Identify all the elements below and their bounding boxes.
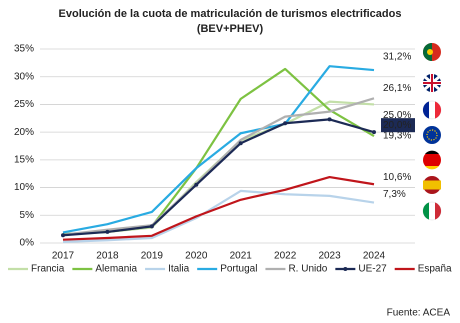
flag-italy — [422, 201, 442, 221]
legend-label: Alemania — [95, 264, 137, 275]
legend-label: España — [418, 264, 452, 275]
flag-spain — [423, 176, 441, 194]
x-tick-label: 2017 — [52, 251, 75, 262]
legend-label: Francia — [31, 264, 65, 275]
chart-subtitle: (BEV+PHEV) — [197, 23, 264, 35]
legend-marker — [343, 267, 348, 271]
value-label: 25,0% — [383, 110, 411, 121]
legend-label: Italia — [168, 264, 190, 275]
y-tick-label: 5% — [20, 210, 35, 221]
value-label: 10,6% — [383, 172, 411, 183]
legend-label: R. Unido — [288, 264, 327, 275]
point-marker — [372, 130, 376, 135]
x-tick-label: 2023 — [318, 251, 341, 262]
point-marker — [194, 182, 199, 187]
y-tick-label: 35% — [14, 44, 34, 55]
point-marker — [61, 233, 65, 238]
legend-label: UE-27 — [358, 264, 387, 275]
flag-eu — [423, 126, 441, 144]
x-tick-label: 2021 — [230, 251, 253, 262]
value-label: 31,2% — [383, 52, 411, 63]
point-marker — [105, 229, 110, 234]
value-label: 19,3% — [383, 131, 411, 142]
legend-label: Portugal — [220, 264, 257, 275]
value-label: 26,1% — [383, 83, 411, 94]
label-box — [381, 118, 415, 133]
y-tick-label: 0% — [20, 238, 35, 249]
series-line — [62, 100, 375, 236]
point-marker — [238, 141, 243, 146]
value-label: 20,0% — [383, 120, 411, 131]
x-tick-label: 2020 — [185, 251, 208, 262]
point-marker — [149, 224, 154, 229]
point-marker — [283, 121, 288, 126]
flag-portugal — [423, 43, 441, 61]
y-tick-label: 10% — [14, 182, 34, 193]
series-line — [62, 65, 375, 234]
x-tick-label: 2022 — [274, 251, 297, 262]
x-tick-label: 2024 — [363, 251, 386, 262]
series-line — [62, 189, 375, 243]
source-note: Fuente: ACEA — [387, 308, 451, 319]
y-tick-label: 20% — [14, 127, 34, 138]
series-line — [62, 118, 375, 237]
y-tick-label: 30% — [14, 71, 34, 82]
point-marker — [327, 117, 332, 122]
series-line — [62, 175, 375, 241]
flag-germany — [423, 150, 441, 170]
x-tick-label: 2019 — [141, 251, 164, 262]
chart-title: Evolución de la cuota de matriculación d… — [59, 8, 402, 20]
flag-france — [422, 100, 442, 120]
y-tick-label: 15% — [14, 154, 34, 165]
x-tick-label: 2018 — [96, 251, 119, 262]
series-line — [62, 97, 375, 236]
flag-uk — [423, 74, 441, 92]
value-label: 7,3% — [383, 189, 406, 200]
y-tick-label: 25% — [14, 99, 34, 110]
flags — [422, 43, 442, 221]
